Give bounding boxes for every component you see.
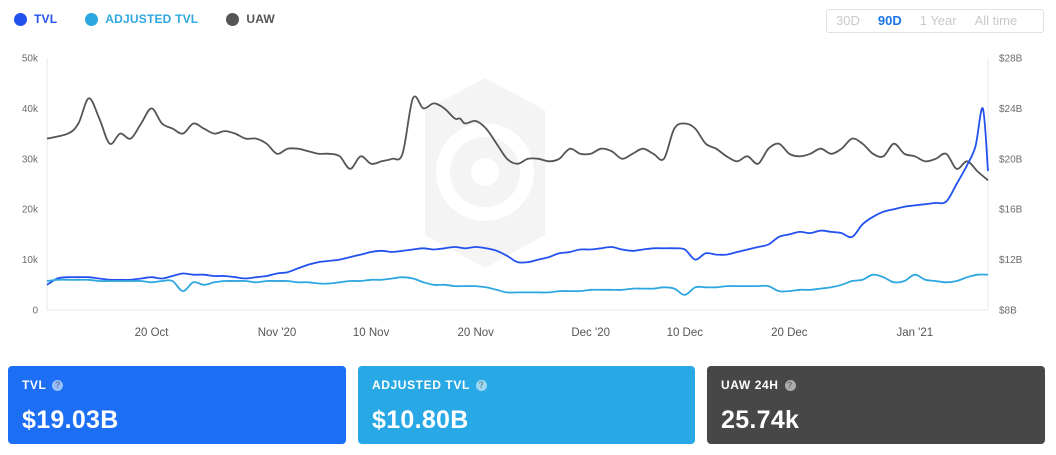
right-axis-tick-label: $24B xyxy=(999,104,1023,115)
x-axis-tick-label: Jan '21 xyxy=(896,327,933,339)
legend-item-adjusted-tvl[interactable]: ADJUSTED TVL xyxy=(85,12,198,26)
stat-card-uaw-24h-label: UAW 24H xyxy=(721,378,779,392)
stat-card-tvl-header: TVL ? xyxy=(22,378,332,392)
range-button-1-year[interactable]: 1 Year xyxy=(919,13,957,28)
stat-card-tvl-label: TVL xyxy=(22,378,47,392)
help-icon[interactable]: ? xyxy=(475,379,487,391)
stat-card-uaw-24h-value: 25.74k xyxy=(721,406,800,434)
left-axis-tick-label: 30k xyxy=(22,154,39,165)
x-axis-tick-label: 20 Nov xyxy=(457,327,494,339)
time-range-selector: 30D 90D 1 Year All time xyxy=(826,9,1044,33)
left-axis-tick-label: 10k xyxy=(22,255,39,266)
right-axis-tick-label: $16B xyxy=(999,205,1023,216)
legend-item-uaw[interactable]: UAW xyxy=(226,12,275,26)
series-line-adjusted-tvl[interactable] xyxy=(46,273,989,296)
legend-dot-uaw-icon xyxy=(226,12,240,26)
right-axis-tick-label: $8B xyxy=(999,306,1017,317)
stat-card-adjusted-tvl-header: ADJUSTED TVL ? xyxy=(372,378,681,392)
range-button-30d[interactable]: 30D xyxy=(836,13,860,28)
right-axis-tick-label: $20B xyxy=(999,154,1023,165)
legend-label-tvl: TVL xyxy=(34,12,58,26)
range-button-90d[interactable]: 90D xyxy=(877,13,902,28)
stat-card-uaw-24h-header: UAW 24H ? xyxy=(721,378,1031,392)
legend-label-adjusted-tvl: ADJUSTED TVL xyxy=(105,12,199,26)
line-chart: 0 10k 20k 30k 40k 50k $8B $12B $16B $20B $24B $28B… xyxy=(22,54,1023,340)
legend-dot-adjusted-tvl-icon xyxy=(85,12,99,26)
x-axis-tick-label: 10 Nov xyxy=(353,327,390,339)
left-axis: 0 10k 20k 30k 40k 50k xyxy=(22,54,39,317)
x-axis-tick-label: 20 Dec xyxy=(771,327,808,339)
help-icon[interactable]: ? xyxy=(784,379,796,391)
series-line-tvl[interactable] xyxy=(46,107,989,286)
legend-label-uaw: UAW xyxy=(246,12,275,26)
left-axis-tick-label: 40k xyxy=(22,104,39,115)
help-icon[interactable]: ? xyxy=(52,379,64,391)
left-axis-tick-label: 50k xyxy=(22,54,39,65)
right-axis: $8B $12B $16B $20B $24B $28B xyxy=(999,54,1023,317)
stat-card-adjusted-tvl-value: $10.80B xyxy=(372,406,469,434)
stat-card-uaw-24h: UAW 24H ? 25.74k xyxy=(707,366,1045,444)
stat-card-tvl: TVL ? $19.03B xyxy=(8,366,346,444)
legend-dot-tvl-icon xyxy=(14,12,27,26)
series-line-uaw[interactable] xyxy=(46,95,989,181)
x-axis-tick-label: 10 Dec xyxy=(667,327,704,339)
legend-item-tvl[interactable]: TVL xyxy=(14,12,57,26)
stat-card-adjusted-tvl-label: ADJUSTED TVL xyxy=(372,378,470,392)
x-axis-tick-label: Dec '20 xyxy=(571,327,610,339)
stat-card-tvl-value: $19.03B xyxy=(22,406,119,434)
left-axis-tick-label: 0 xyxy=(32,306,38,317)
chart-legend: TVL ADJUSTED TVL UAW xyxy=(14,12,275,26)
x-axis-tick-label: Nov '20 xyxy=(258,327,297,339)
x-axis: 20 Oct Nov '20 10 Nov 20 Nov Dec '20 10 Dec 20… xyxy=(135,327,934,339)
watermark-logo-icon xyxy=(425,78,545,268)
stat-card-adjusted-tvl: ADJUSTED TVL ? $10.80B xyxy=(358,366,695,444)
x-axis-tick-label: 20 Oct xyxy=(135,327,170,339)
series-lines xyxy=(46,95,989,296)
right-axis-tick-label: $12B xyxy=(999,255,1023,266)
left-axis-tick-label: 20k xyxy=(22,205,39,216)
right-axis-tick-label: $28B xyxy=(999,54,1023,65)
range-button-all-time[interactable]: All time xyxy=(974,13,1018,28)
